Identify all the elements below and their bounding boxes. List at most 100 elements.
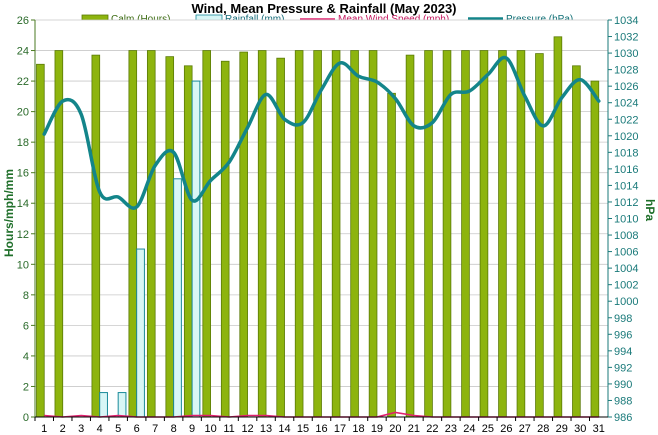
calm-bar (461, 50, 470, 418)
y-axis-title: Hours/mph/mm (2, 169, 16, 257)
x-tick-label: 2 (60, 423, 66, 435)
x-tick-label: 10 (204, 423, 216, 435)
y2-tick-label: 1000 (614, 296, 638, 308)
legend-label: Rainfall (mm) (225, 14, 284, 25)
y-tick-label: 24 (17, 46, 29, 58)
x-tick-label: 9 (189, 423, 195, 435)
calm-bar (202, 50, 211, 418)
x-tick-label: 23 (445, 423, 457, 435)
calm-bar (183, 65, 193, 418)
y-tick-label: 26 (17, 15, 29, 27)
x-tick-label: 21 (408, 423, 420, 435)
x-tick-label: 7 (152, 423, 158, 435)
x-tick-label: 5 (115, 423, 121, 435)
calm-bar (405, 54, 415, 418)
x-tick-label: 26 (500, 423, 512, 435)
y2-tick-label: 990 (614, 379, 632, 391)
calm-bar (535, 53, 544, 418)
rainfall-bar (99, 392, 108, 418)
calm-bar (220, 60, 230, 418)
calm-bar (498, 50, 507, 418)
calm-bar (368, 50, 378, 418)
x-tick-label: 24 (463, 423, 475, 435)
y-tick-label: 4 (23, 351, 29, 363)
rainfall-bar (173, 178, 182, 418)
calm-bar (424, 50, 433, 418)
rainfall-bar (117, 392, 127, 418)
calm-bar (91, 54, 101, 418)
x-tick-label: 22 (426, 423, 438, 435)
axes: 0246810121416182022242698698899099299499… (17, 15, 639, 435)
x-tick-label: 3 (78, 423, 84, 435)
legend-label: Pressure (hPa) (506, 14, 573, 25)
y2-tick-label: 998 (614, 313, 632, 325)
y2-tick-label: 1024 (614, 98, 638, 110)
y-tick-label: 12 (17, 229, 29, 241)
x-tick-label: 31 (593, 423, 605, 435)
y2-tick-label: 1014 (614, 180, 638, 192)
x-tick-label: 6 (134, 423, 140, 435)
y2-tick-label: 1034 (614, 15, 638, 27)
y2-tick-label: 1030 (614, 48, 638, 60)
calm-bar (553, 36, 563, 418)
x-tick-label: 20 (389, 423, 401, 435)
rainfall-bar (191, 80, 201, 418)
y2-tick-label: 1006 (614, 247, 638, 259)
y-tick-label: 10 (17, 259, 29, 271)
x-tick-label: 11 (223, 423, 234, 435)
calm-bar (387, 92, 396, 418)
calm-bar (239, 51, 248, 418)
y-tick-label: 8 (23, 290, 29, 302)
y2-tick-label: 992 (614, 362, 632, 374)
calm-bar (516, 50, 526, 418)
calm-bar (331, 50, 341, 418)
y2-tick-label: 1026 (614, 81, 638, 93)
x-tick-label: 27 (519, 423, 531, 435)
calm-bar (294, 50, 304, 418)
y-tick-label: 0 (23, 412, 29, 424)
y2-tick-label: 988 (614, 395, 632, 407)
x-tick-label: 29 (556, 423, 568, 435)
y-tick-label: 2 (23, 381, 29, 393)
x-tick-label: 15 (297, 423, 309, 435)
y2-tick-label: 1020 (614, 131, 638, 143)
calm-bar (36, 63, 45, 418)
y2-tick-label: 1032 (614, 32, 638, 44)
y2-tick-label: 1016 (614, 164, 638, 176)
y-tick-label: 18 (17, 137, 29, 149)
calm-bar (128, 50, 138, 418)
chart-title: Wind, Mean Pressure & Rainfall (May 2023… (191, 1, 456, 16)
x-tick-label: 8 (171, 423, 177, 435)
y2-axis-title: hPa (643, 199, 657, 221)
y-tick-label: 22 (17, 76, 29, 88)
x-tick-label: 1 (41, 423, 47, 435)
y2-tick-label: 1002 (614, 280, 638, 292)
y2-tick-label: 1010 (614, 214, 638, 226)
y2-tick-label: 1008 (614, 230, 638, 242)
x-tick-label: 17 (334, 423, 346, 435)
y-tick-label: 16 (17, 168, 29, 180)
y2-tick-label: 994 (614, 346, 632, 358)
y-tick-label: 14 (17, 198, 29, 210)
x-tick-label: 13 (260, 423, 272, 435)
x-tick-label: 25 (482, 423, 494, 435)
y2-tick-label: 1018 (614, 147, 638, 159)
legend-label: Mean Wind Speed (mph) (338, 14, 449, 25)
calm-bar (572, 65, 581, 418)
x-tick-label: 14 (278, 423, 290, 435)
x-tick-label: 30 (574, 423, 586, 435)
x-tick-label: 16 (315, 423, 327, 435)
y-tick-label: 20 (17, 107, 29, 119)
calm-bar (479, 50, 489, 418)
calm-bar (165, 56, 175, 418)
y2-tick-label: 996 (614, 329, 632, 341)
legend-label: Calm (Hours) (111, 14, 170, 25)
bars (36, 36, 600, 418)
y2-tick-label: 986 (614, 412, 632, 424)
x-tick-label: 12 (241, 423, 253, 435)
y2-tick-label: 1022 (614, 114, 638, 126)
calm-bar (590, 80, 600, 418)
y-tick-label: 6 (23, 320, 29, 332)
x-tick-label: 4 (97, 423, 103, 435)
